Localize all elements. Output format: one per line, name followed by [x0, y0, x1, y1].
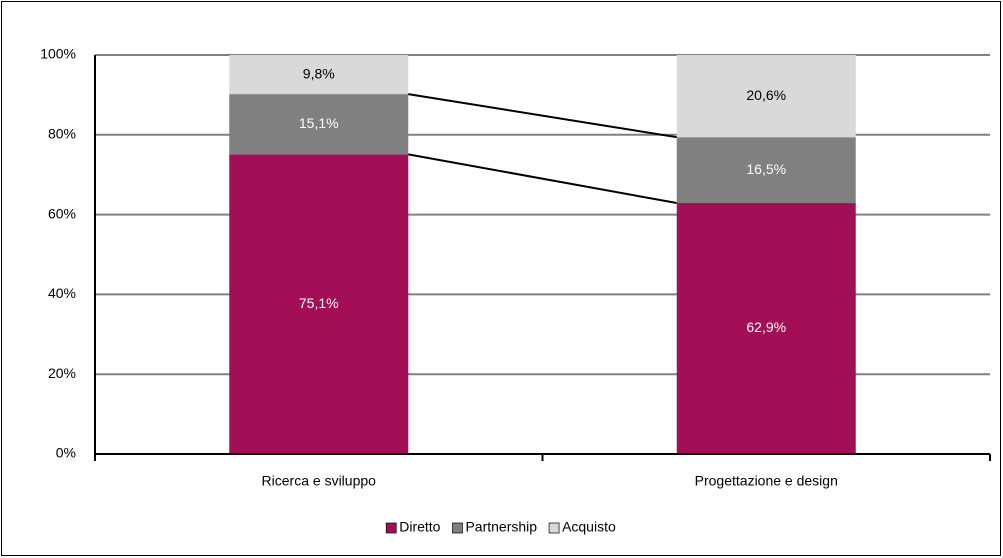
y-tick-label: 40%: [48, 285, 76, 301]
legend-label: Acquisto: [562, 519, 616, 535]
data-label: 15,1%: [299, 115, 339, 131]
y-tick-label: 80%: [48, 126, 76, 142]
x-tick-label: Progettazione e design: [695, 473, 838, 489]
y-tick-label: 60%: [48, 205, 76, 221]
data-label: 20,6%: [746, 87, 786, 103]
legend-label: Partnership: [465, 519, 537, 535]
legend-swatch: [385, 522, 397, 534]
y-tick-label: 100%: [40, 46, 76, 62]
data-label: 9,8%: [303, 65, 335, 81]
data-label: 16,5%: [746, 161, 786, 177]
legend-label: Diretto: [399, 519, 440, 535]
bar-segment: [676, 203, 856, 454]
bar-segment: [676, 55, 856, 138]
y-tick-label: 0%: [56, 445, 76, 461]
data-label: 75,1%: [299, 295, 339, 311]
series-line: [408, 93, 677, 139]
series-line: [408, 153, 677, 205]
data-label: 62,9%: [746, 319, 786, 335]
x-tick-label: Ricerca e sviluppo: [262, 473, 377, 489]
legend-swatch: [452, 522, 463, 534]
bar-segment: [229, 55, 409, 95]
bar-segment: [229, 154, 409, 454]
bar-segment: [676, 137, 856, 204]
y-tick-label: 20%: [48, 365, 76, 381]
legend-swatch: [548, 522, 560, 534]
bar-segment: [229, 94, 409, 155]
